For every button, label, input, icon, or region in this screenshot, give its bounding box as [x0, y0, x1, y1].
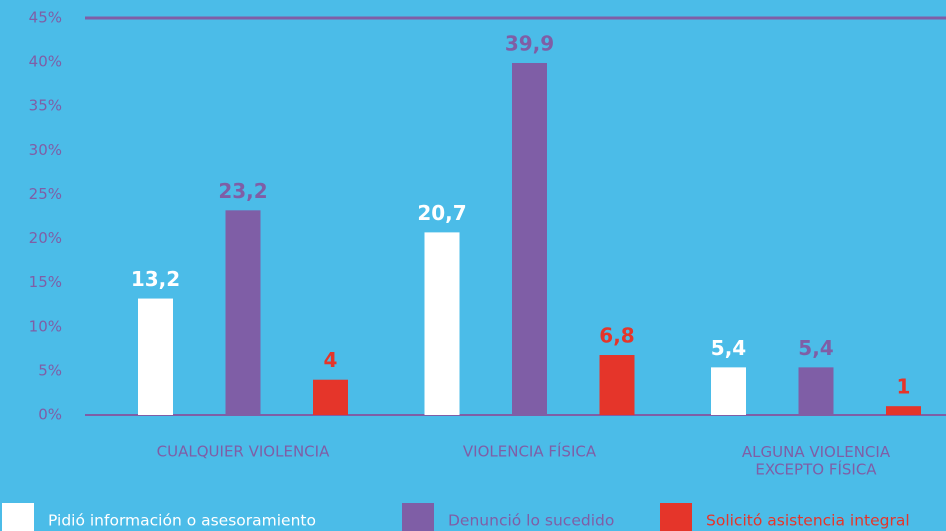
y-tick-label: 10% — [29, 317, 62, 335]
y-tick-label: 5% — [38, 361, 62, 379]
value-label: 1 — [897, 375, 911, 399]
value-label: 20,7 — [417, 201, 466, 225]
x-tick-label: VIOLENCIA FÍSICA — [463, 442, 597, 461]
value-label: 5,4 — [798, 336, 833, 360]
x-tick-label: CUALQUIER VIOLENCIA — [157, 443, 330, 461]
bar — [138, 298, 173, 415]
y-tick-label: 40% — [29, 53, 62, 71]
value-label: 5,4 — [711, 336, 746, 360]
legend-swatch — [2, 503, 34, 531]
y-tick-label: 30% — [29, 141, 62, 159]
bar — [424, 232, 460, 415]
value-label: 39,9 — [505, 31, 554, 55]
y-tick-label: 15% — [29, 273, 62, 291]
bar — [798, 367, 834, 415]
bar — [313, 379, 348, 415]
legend-swatch — [402, 503, 434, 531]
x-tick-label: ALGUNA VIOLENCIA EXCEPTO FÍSICA — [742, 443, 891, 478]
bar — [225, 210, 261, 415]
y-tick-label: 45% — [29, 9, 62, 27]
legend-label: Solicitó asistencia integral — [706, 512, 910, 530]
value-label: 13,2 — [131, 267, 180, 291]
y-tick-label: 0% — [38, 406, 62, 424]
bar — [711, 367, 746, 415]
bar — [599, 355, 635, 415]
bar — [886, 406, 921, 415]
value-label: 6,8 — [599, 324, 634, 348]
y-tick-label: 20% — [29, 229, 62, 247]
legend-swatch — [660, 503, 692, 531]
legend-label: Pidió información o asesoramiento — [48, 512, 316, 530]
bar — [512, 62, 547, 415]
y-tick-label: 25% — [29, 185, 62, 203]
value-label: 23,2 — [218, 179, 267, 203]
y-tick-label: 35% — [29, 97, 62, 115]
legend-label: Denunció lo sucedido — [448, 512, 614, 530]
value-label: 4 — [324, 348, 338, 372]
